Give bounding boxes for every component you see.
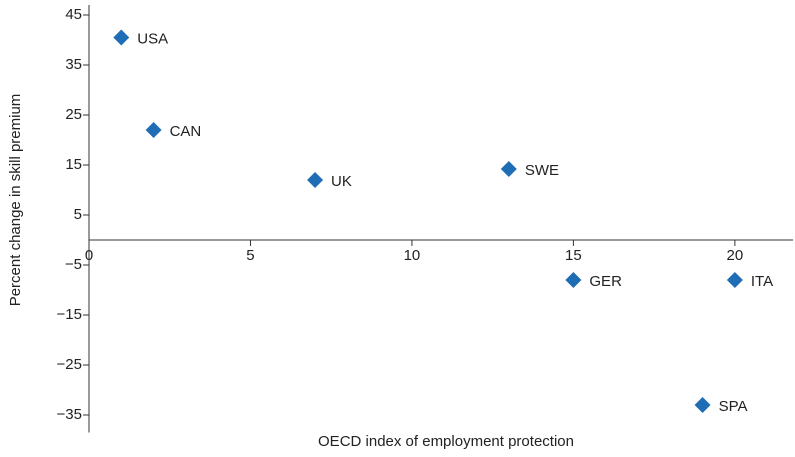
- point-label: ITA: [751, 273, 773, 290]
- point: [726, 272, 743, 288]
- point: [694, 397, 711, 413]
- point: [113, 29, 130, 46]
- point: [145, 122, 162, 138]
- point-label: SPA: [719, 398, 748, 415]
- point: [565, 272, 582, 288]
- point-label: SWE: [525, 162, 559, 179]
- x-tick-label: 15: [565, 247, 582, 264]
- x-tick-label: 5: [246, 247, 254, 264]
- y-axis-title: Percent change in skill premium: [7, 94, 24, 307]
- point-label: GER: [589, 273, 622, 290]
- y-tick-label: 45: [65, 6, 82, 23]
- point-label: CAN: [170, 123, 202, 140]
- x-axis-title: OECD index of employment protection: [318, 433, 574, 450]
- y-tick-label: −35: [57, 406, 82, 423]
- y-tick-label: −15: [57, 306, 82, 323]
- y-tick-label: −25: [57, 356, 82, 373]
- x-tick-label: 10: [404, 247, 421, 264]
- point-label: UK: [331, 173, 352, 190]
- x-tick-label: 20: [727, 247, 744, 264]
- y-tick-label: 35: [65, 56, 82, 73]
- point: [500, 161, 517, 177]
- point: [307, 172, 324, 188]
- y-tick-label: −5: [65, 256, 82, 273]
- y-tick-label: 25: [65, 106, 82, 123]
- x-tick-label: 0: [85, 247, 93, 264]
- y-tick-label: 5: [74, 206, 82, 223]
- point-label: USA: [137, 30, 168, 47]
- y-tick-label: 15: [65, 156, 82, 173]
